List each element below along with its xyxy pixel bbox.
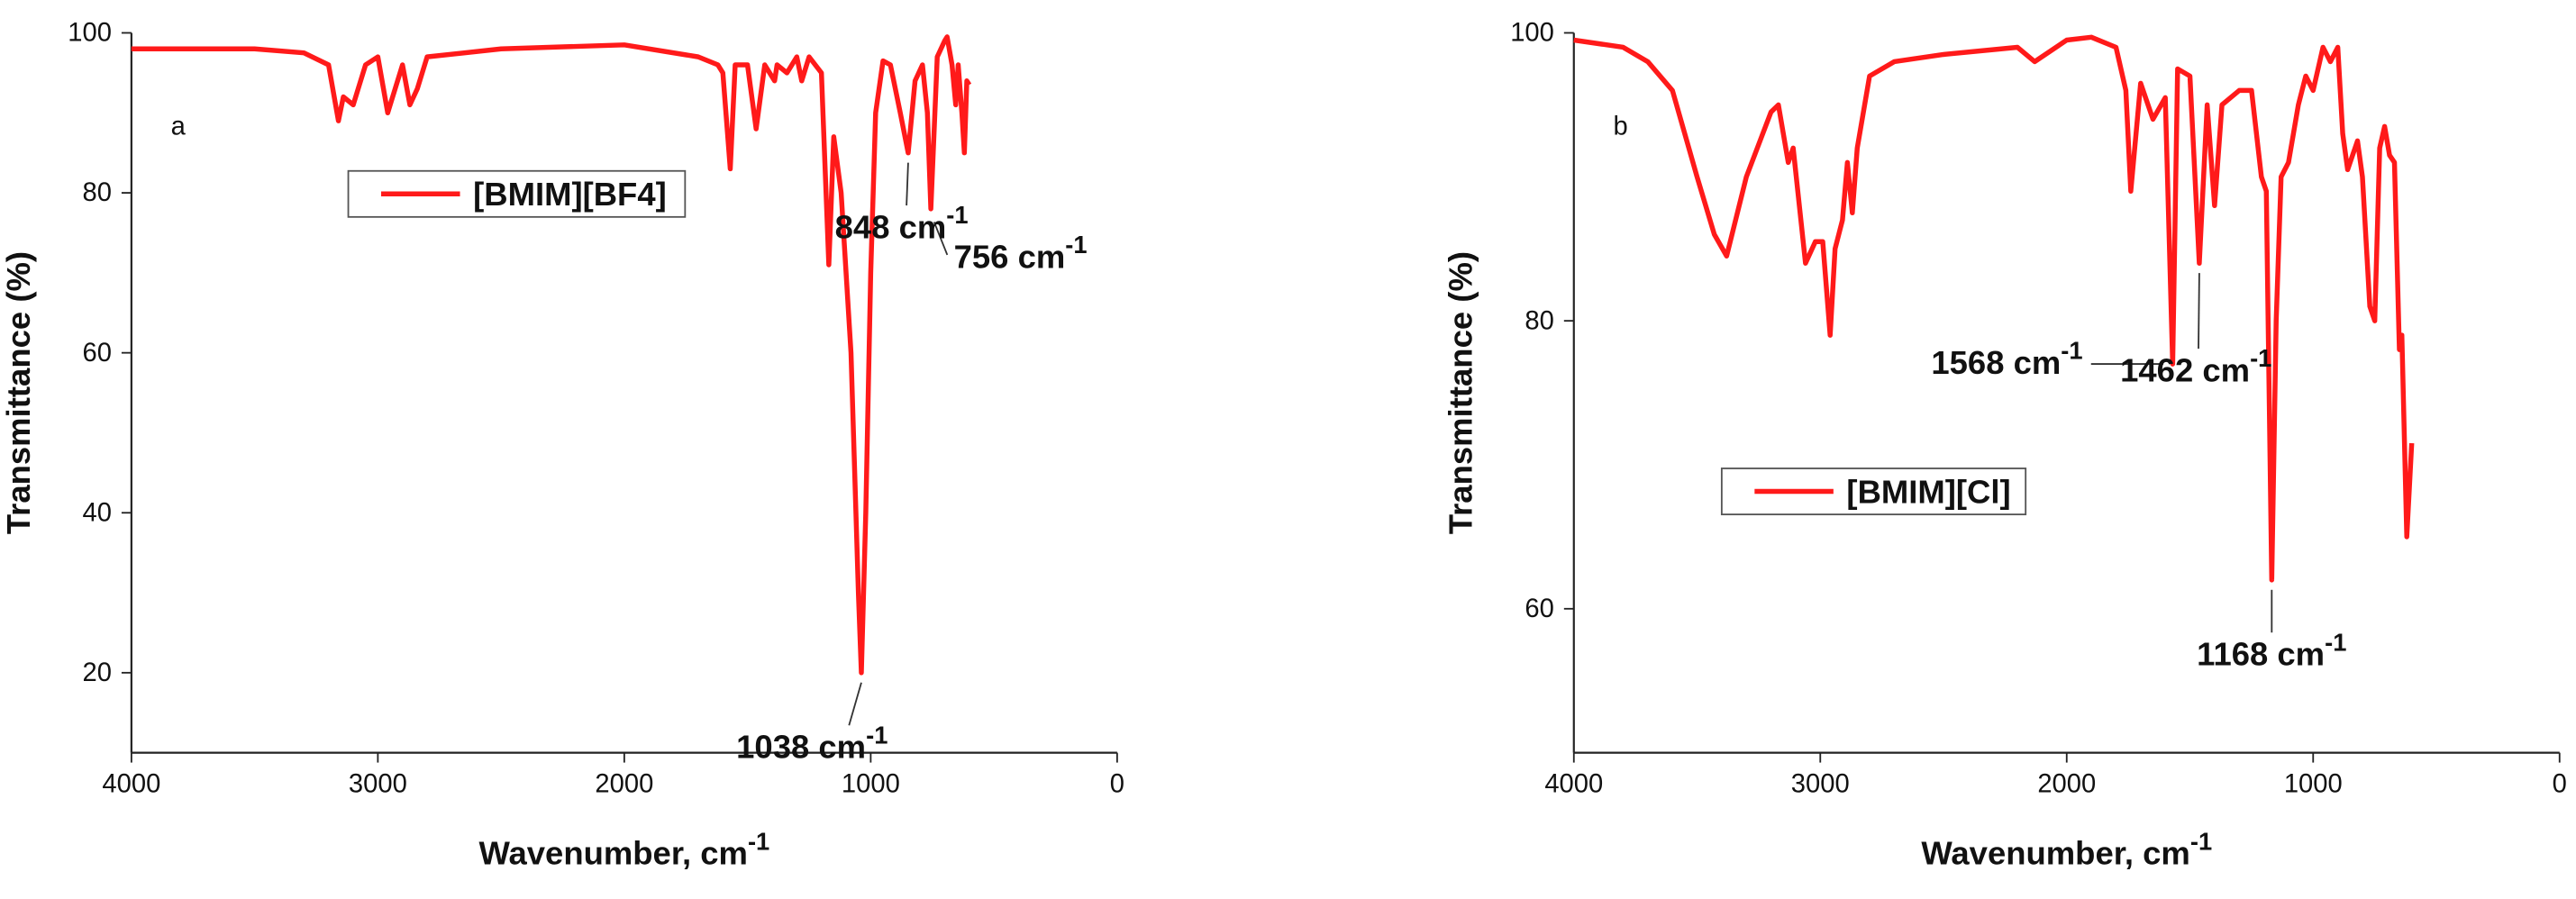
panel-label: a: [171, 113, 187, 141]
x-axis-label-text: Wavenumber, cm: [478, 835, 748, 872]
x-axis-label-sup: -1: [2190, 827, 2212, 855]
x-tick-label: 0: [1110, 769, 1124, 798]
x-tick-label: 2000: [595, 769, 653, 798]
x-tick-label: 1000: [842, 769, 900, 798]
y-tick-label: 80: [83, 178, 112, 207]
annotation-sup: -1: [1065, 231, 1087, 259]
annotation: 756 cm-1: [954, 231, 1088, 275]
y-tick-label: 100: [68, 19, 112, 48]
leader: [933, 222, 949, 256]
spectrum-line: [131, 34, 972, 676]
annotation-sup: -1: [2250, 344, 2271, 372]
annotation: 848 cm-1: [835, 201, 969, 245]
x-tick-label: 1000: [2284, 769, 2343, 798]
annotation-text: 1038 cm: [736, 729, 866, 766]
x-tick-label: 3000: [1791, 769, 1850, 798]
annotation-sup: -1: [946, 201, 968, 229]
x-axis-label: Wavenumber, cm-1: [478, 827, 769, 871]
annotation: 1168 cm-1: [2197, 628, 2346, 672]
y-tick-label: 80: [1525, 306, 1553, 335]
annotation-sup: -1: [2061, 337, 2082, 365]
annotation: 1038 cm-1: [736, 721, 887, 765]
x-tick-label: 3000: [349, 769, 407, 798]
x-axis-label: Wavenumber, cm-1: [1921, 827, 2212, 871]
x-axis-label-sup: -1: [748, 827, 769, 855]
leader: [2198, 273, 2200, 350]
y-axis-label: Transmittance (%): [1443, 251, 1479, 534]
leader: [848, 682, 862, 726]
y-tick-label: 60: [1525, 595, 1553, 623]
annotation-text: 1568 cm: [1931, 344, 2061, 381]
x-tick-label: 4000: [1544, 769, 1603, 798]
annotation-text: 756 cm: [954, 239, 1066, 276]
annotation: 1462 cm-1: [2120, 344, 2271, 388]
panel-label: b: [1614, 113, 1628, 141]
annotation-text: 1168 cm: [2197, 636, 2325, 673]
x-tick-label: 2000: [2037, 769, 2096, 798]
annotation-text: 1462 cm: [2120, 352, 2250, 389]
y-tick-label: 100: [1510, 19, 1554, 48]
x-axis-label-text: Wavenumber, cm: [1921, 835, 2190, 872]
y-axis-label: Transmittance (%): [0, 251, 37, 534]
annotation-text: 848 cm: [835, 209, 947, 246]
y-tick-label: 60: [83, 339, 112, 368]
annotation-sup: -1: [866, 721, 887, 749]
spectrum-line: [1573, 34, 2415, 583]
y-tick-label: 20: [83, 658, 112, 687]
legend-label: [BMIM][BF4]: [473, 176, 667, 213]
annotation: 1568 cm-1: [1931, 337, 2082, 381]
leader: [906, 162, 909, 206]
x-tick-label: 4000: [102, 769, 160, 798]
y-tick-label: 40: [83, 498, 112, 527]
legend-label: [BMIM][Cl]: [1846, 473, 2010, 510]
annotation-sup: -1: [2325, 628, 2346, 656]
x-tick-label: 0: [2553, 769, 2567, 798]
